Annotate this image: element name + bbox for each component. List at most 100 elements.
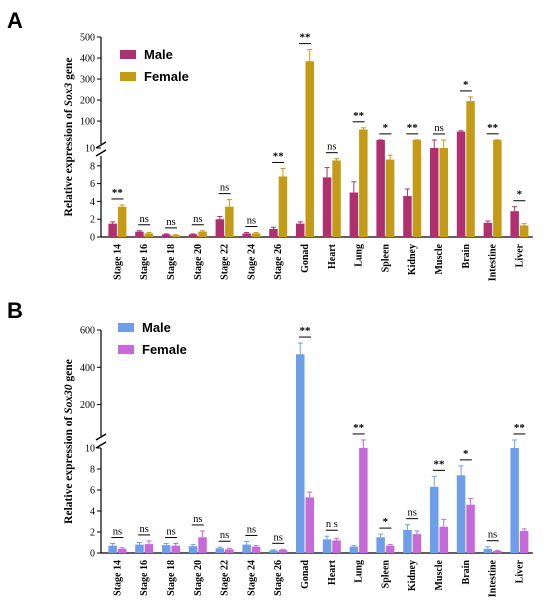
x-tick-label: Stage 22 <box>220 244 231 280</box>
legend-swatch-male <box>118 323 134 332</box>
y-tick-label: 0 <box>90 549 95 560</box>
x-tick-label: Stage 26 <box>273 560 284 596</box>
y-tick-label: 4 <box>90 197 95 208</box>
axis-break-mark <box>95 433 107 441</box>
x-tick-label: Brain <box>461 244 472 269</box>
significance-label: * <box>463 79 469 91</box>
x-tick-label: Stage 20 <box>193 560 204 596</box>
bar-female-4 <box>225 206 234 237</box>
bar-female-2 <box>171 545 180 553</box>
y-tick-label: 400 <box>80 363 95 374</box>
y-tick-label: 600 <box>80 326 95 337</box>
panel-letter-b: B <box>7 298 23 323</box>
bar-female-2 <box>171 235 180 237</box>
bar-male-14 <box>483 222 493 237</box>
bar-male-11 <box>403 529 412 553</box>
y-tick-label: 8 <box>90 465 95 476</box>
x-tick-label: Stage 14 <box>112 560 123 596</box>
x-tick-label: Stage 24 <box>246 560 257 596</box>
bar-female-0 <box>117 206 127 237</box>
significance-label: ns <box>113 527 122 538</box>
significance-label: * <box>463 448 469 460</box>
significance-label: ns <box>247 524 256 535</box>
significance-label: ** <box>112 187 124 199</box>
x-tick-label: Brain <box>461 560 472 585</box>
significance-label: ns <box>488 530 497 541</box>
significance-label: ** <box>300 32 312 44</box>
significance-label: ns <box>247 216 256 227</box>
x-tick-label: Heart <box>327 559 338 585</box>
bar-female-13 <box>466 101 475 237</box>
significance-label: ** <box>300 325 312 337</box>
bar-male-12 <box>430 486 439 553</box>
bar-male-9 <box>349 192 359 237</box>
significance-label: ** <box>273 150 285 162</box>
bar-male-1 <box>135 231 144 237</box>
significance-label: * <box>383 516 389 528</box>
legend-label-male: Male <box>142 320 171 335</box>
bar-male-15 <box>510 211 519 237</box>
bar-male-3 <box>188 546 198 553</box>
y-tick-label: 6 <box>90 179 95 190</box>
significance-label: ns <box>193 514 202 525</box>
bar-male-6 <box>269 550 278 553</box>
bar-male-4 <box>215 548 225 553</box>
y-tick-label: 10 <box>85 144 95 155</box>
bar-female-14 <box>493 550 502 553</box>
bar-female-1 <box>144 544 154 553</box>
bar-female-3 <box>198 537 207 553</box>
bar-male-4 <box>215 219 225 237</box>
legend-label-female: Female <box>142 342 187 357</box>
bar-female-8 <box>332 160 341 237</box>
bar-female-9 <box>359 129 368 237</box>
bar-female-12 <box>439 148 448 237</box>
bar-male-7 <box>296 223 305 237</box>
y-tick-label: 8 <box>90 161 95 172</box>
x-tick-label: Stage 16 <box>139 244 150 280</box>
bar-male-10 <box>376 537 385 553</box>
x-tick-label: Stage 22 <box>220 560 231 596</box>
y-tick-label: 2 <box>90 528 95 539</box>
bar-female-10 <box>385 159 395 237</box>
bar-male-13 <box>456 475 466 553</box>
significance-label: ns <box>408 508 417 519</box>
bar-male-3 <box>188 234 198 237</box>
bar-male-2 <box>162 545 171 553</box>
significance-label: ns <box>166 527 175 538</box>
bar-female-6 <box>278 176 288 237</box>
legend-swatch-male <box>120 50 136 59</box>
x-tick-label: Stage 16 <box>139 560 150 596</box>
legend-swatch-female <box>120 72 136 81</box>
x-tick-label: Lung <box>354 560 365 583</box>
significance-label: ns <box>327 142 336 153</box>
significance-label: ** <box>514 422 526 434</box>
significance-label: ** <box>353 422 365 434</box>
significance-label: ** <box>353 110 365 122</box>
bar-male-7 <box>296 354 305 553</box>
bar-female-10 <box>385 545 395 553</box>
bar-female-4 <box>225 549 234 553</box>
y-tick-label: 4 <box>90 507 95 518</box>
bar-female-5 <box>251 233 261 237</box>
panel-letter-a: A <box>7 8 23 33</box>
bar-male-14 <box>483 548 493 553</box>
bar-female-14 <box>493 139 502 237</box>
axis-break-mark <box>95 441 107 449</box>
x-tick-label: Kidney <box>407 244 418 275</box>
y-tick-label: 6 <box>90 486 95 497</box>
bar-male-10 <box>376 139 385 237</box>
x-tick-label: Kidney <box>407 560 418 591</box>
y-tick-label: 400 <box>80 54 95 65</box>
bar-female-7 <box>305 497 314 553</box>
x-tick-label: Liver <box>514 559 525 583</box>
axis-break-mark <box>95 149 107 157</box>
x-tick-label: Spleen <box>380 244 391 273</box>
x-tick-label: Lung <box>354 244 365 267</box>
significance-label: ns <box>166 217 175 228</box>
significance-label: ns <box>220 530 229 541</box>
bar-female-15 <box>519 530 529 553</box>
x-tick-label: Heart <box>327 243 338 269</box>
y-tick-label: 200 <box>80 96 95 107</box>
y-tick-label: 200 <box>80 400 95 411</box>
